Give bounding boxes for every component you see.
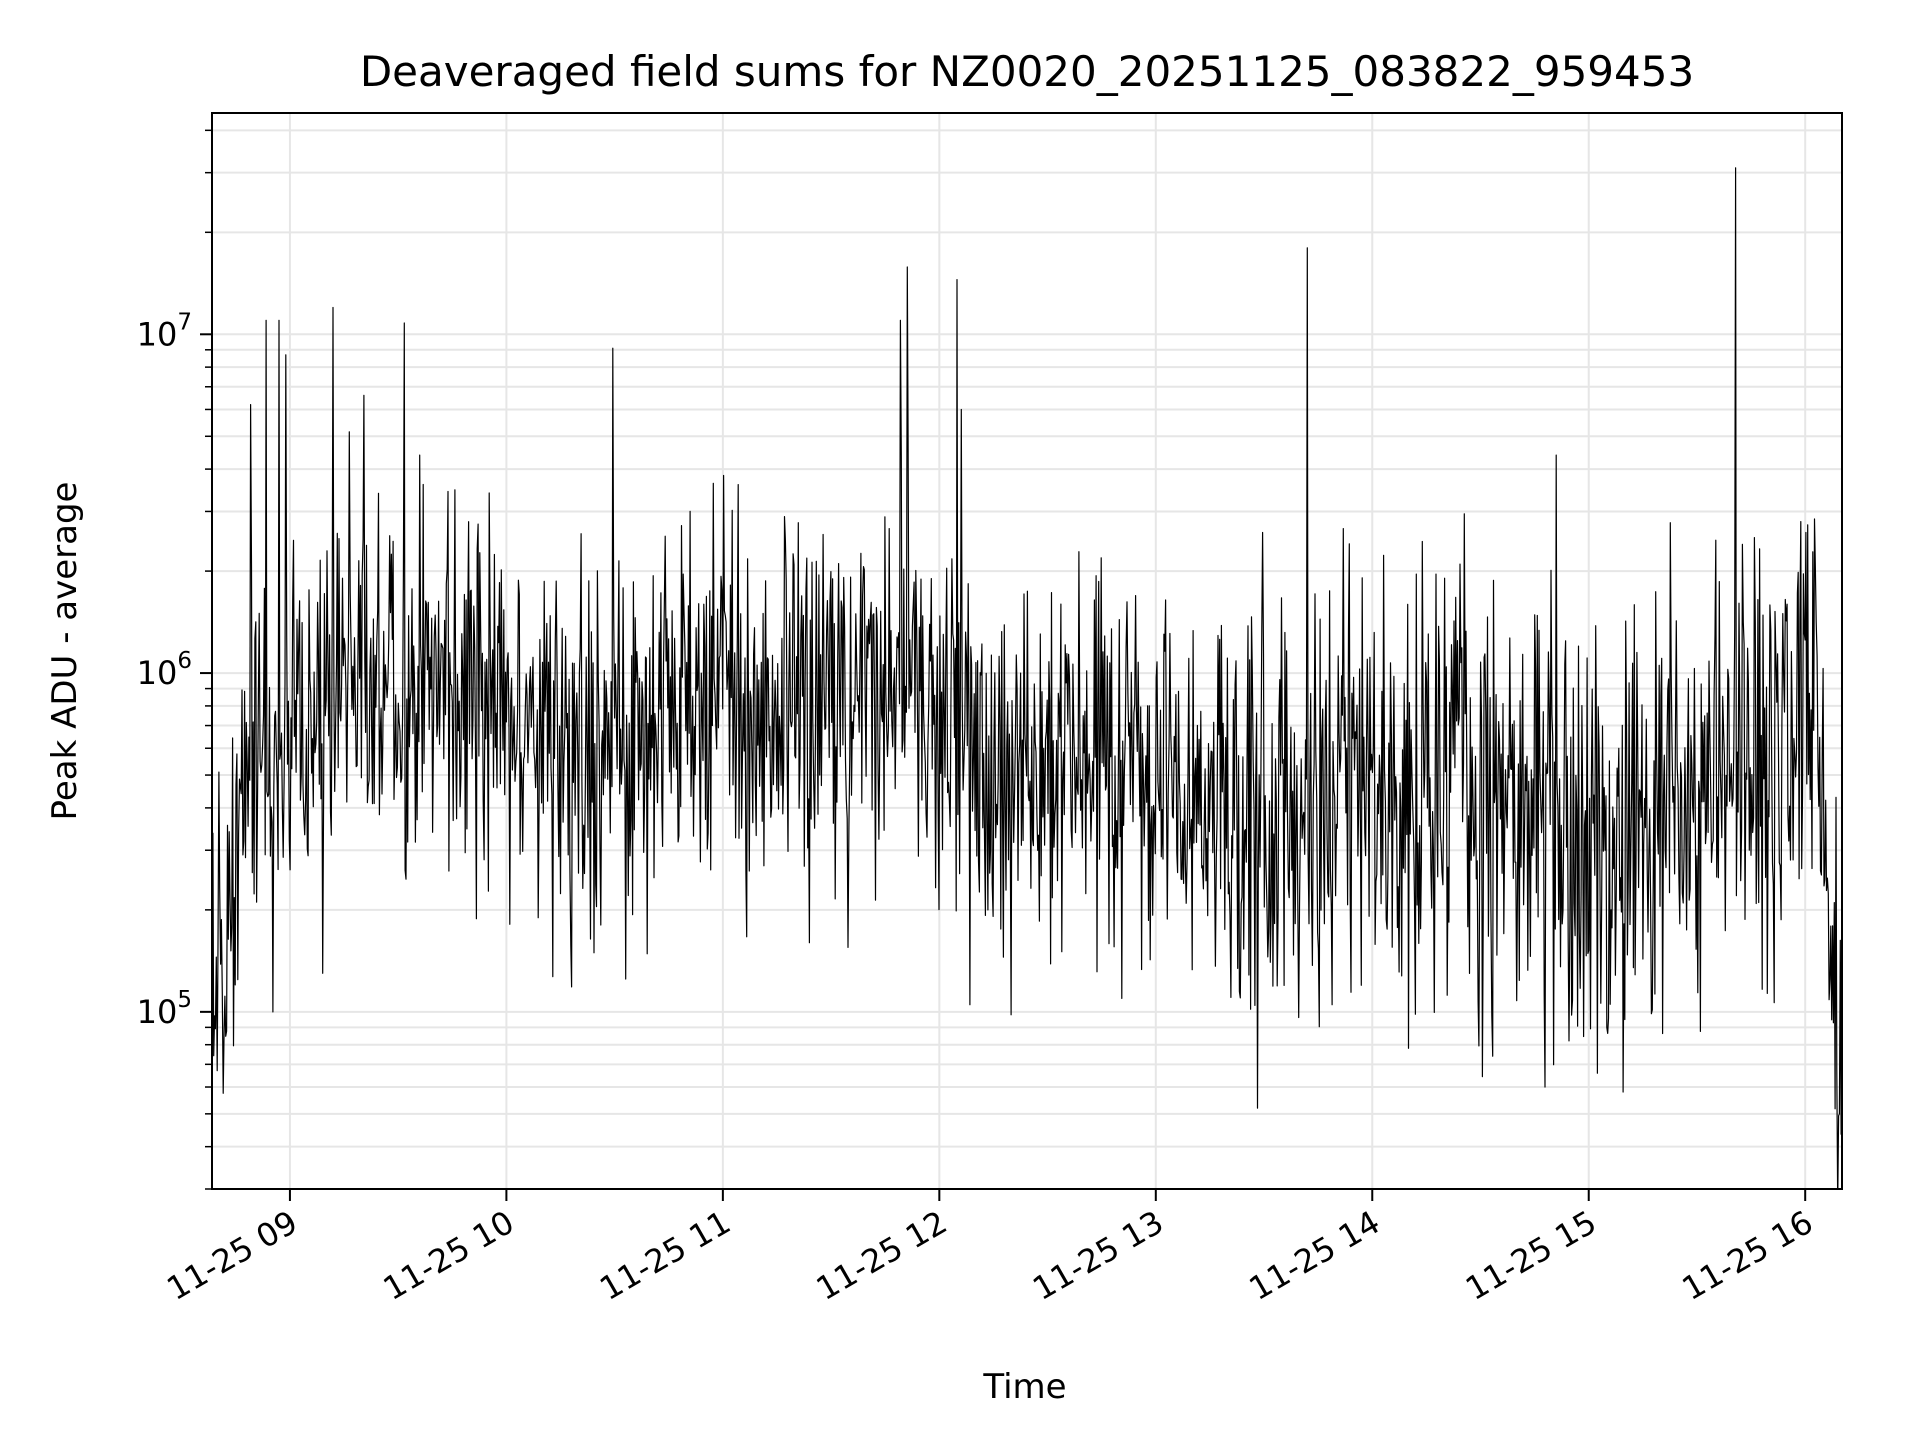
chart-title: Deaveraged field sums for NZ0020_2025112… [360, 47, 1694, 96]
plot-frame [211, 112, 1843, 1190]
y-tick-label: 106 [137, 648, 192, 692]
data-series [212, 167, 1842, 1189]
series-line [212, 167, 1842, 1189]
y-axis-label: Peak ADU - average [45, 482, 85, 821]
y-tick-label: 105 [137, 987, 192, 1031]
y-tick-label: 107 [137, 309, 192, 353]
x-axis-label: Time [982, 1367, 1066, 1407]
